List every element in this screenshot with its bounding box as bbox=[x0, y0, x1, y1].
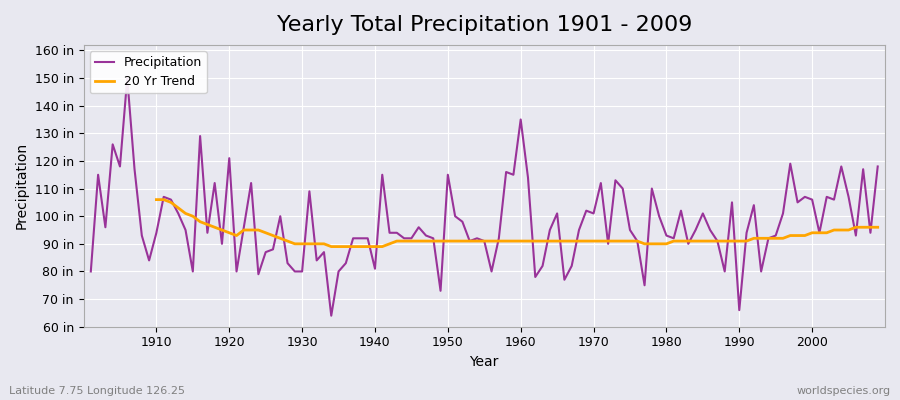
20 Yr Trend bbox=[290, 242, 301, 246]
Precipitation bbox=[617, 186, 628, 191]
20 Yr Trend bbox=[843, 228, 854, 232]
Precipitation bbox=[872, 164, 883, 169]
Y-axis label: Precipitation: Precipitation bbox=[15, 142, 29, 229]
20 Yr Trend bbox=[530, 239, 541, 244]
Precipitation bbox=[151, 230, 162, 235]
X-axis label: Year: Year bbox=[470, 355, 499, 369]
Line: Precipitation: Precipitation bbox=[91, 78, 878, 316]
20 Yr Trend bbox=[822, 230, 832, 235]
Precipitation bbox=[311, 258, 322, 263]
Legend: Precipitation, 20 Yr Trend: Precipitation, 20 Yr Trend bbox=[90, 51, 207, 93]
Title: Yearly Total Precipitation 1901 - 2009: Yearly Total Precipitation 1901 - 2009 bbox=[276, 15, 692, 35]
Precipitation bbox=[530, 274, 541, 279]
Precipitation bbox=[363, 236, 374, 241]
Precipitation bbox=[86, 269, 96, 274]
20 Yr Trend bbox=[326, 244, 337, 249]
Precipitation bbox=[122, 76, 132, 80]
Line: 20 Yr Trend: 20 Yr Trend bbox=[157, 200, 878, 246]
20 Yr Trend bbox=[872, 225, 883, 230]
20 Yr Trend bbox=[151, 197, 162, 202]
Precipitation bbox=[326, 313, 337, 318]
20 Yr Trend bbox=[589, 239, 599, 244]
Text: Latitude 7.75 Longitude 126.25: Latitude 7.75 Longitude 126.25 bbox=[9, 386, 185, 396]
20 Yr Trend bbox=[319, 242, 329, 246]
Text: worldspecies.org: worldspecies.org bbox=[796, 386, 891, 396]
Precipitation bbox=[523, 175, 534, 180]
